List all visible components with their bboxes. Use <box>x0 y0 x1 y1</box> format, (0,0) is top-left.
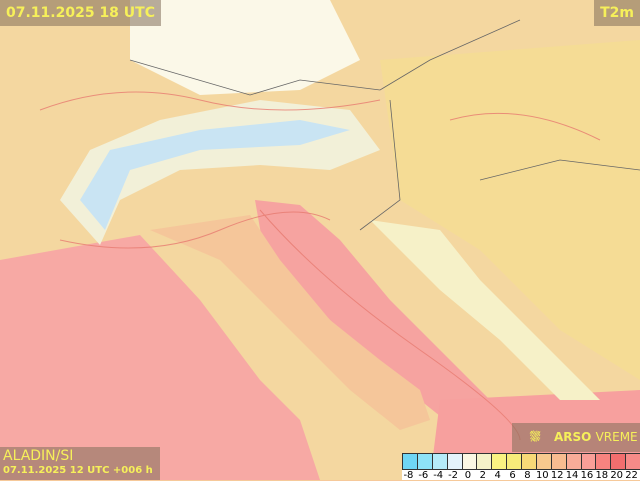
legend-label: -4 <box>433 470 444 481</box>
legend-label: 6 <box>509 470 516 481</box>
legend-swatch <box>565 454 581 469</box>
legend-swatches <box>402 453 640 470</box>
brand-light: VREME <box>595 430 638 444</box>
legend-label: 2 <box>479 470 486 481</box>
legend-swatch <box>625 454 640 469</box>
legend-label: 20 <box>610 470 624 481</box>
sea-area <box>0 235 320 480</box>
model-name: ALADIN/SI <box>3 448 74 464</box>
borders <box>129 19 640 231</box>
italy-land <box>150 215 430 430</box>
legend-swatch <box>595 454 611 469</box>
alps-coldest <box>80 120 350 230</box>
legend-swatch <box>446 454 462 469</box>
legend-label: -2 <box>448 470 459 481</box>
model-info: ALADIN/SI 07.11.2025 12 UTC +006 h <box>0 447 160 480</box>
legend-swatch <box>521 454 536 469</box>
legend-label: 14 <box>565 470 579 481</box>
legend-label: -8 <box>403 470 414 481</box>
legend-swatch <box>416 454 432 469</box>
legend-label: 22 <box>625 470 638 481</box>
arso-logo-icon: ⛆ <box>530 430 541 445</box>
arso-brand: ⛆ ARSO VREME <box>512 423 640 452</box>
legend-label: 10 <box>535 470 549 481</box>
legend-swatch <box>506 454 521 469</box>
legend-label: 8 <box>524 470 531 481</box>
parameter-label: T2m <box>594 0 640 26</box>
legend-swatch <box>535 454 551 469</box>
legend-label: 18 <box>595 470 609 481</box>
legend-swatch <box>402 454 417 469</box>
legend-label: 16 <box>580 470 594 481</box>
legend-swatch <box>610 454 626 469</box>
east-land <box>380 40 640 380</box>
legend-label: -6 <box>418 470 429 481</box>
legend-label: 4 <box>494 470 501 481</box>
color-legend: -8 -6 -4 -2 0 2 4 6 8 10 12 14 16 18 20 22 <box>402 453 640 481</box>
forecast-time-title: 07.11.2025 18 UTC <box>0 0 161 26</box>
brand-bold: ARSO <box>554 430 592 444</box>
legend-swatch <box>461 454 477 469</box>
legend-swatch <box>580 454 596 469</box>
legend-swatch <box>431 454 447 469</box>
legend-label: 12 <box>550 470 564 481</box>
contours <box>39 91 601 441</box>
legend-swatch <box>550 454 566 469</box>
legend-swatch <box>476 454 492 469</box>
north-plain <box>130 0 360 95</box>
balkan-highland <box>370 220 600 400</box>
model-run: 07.11.2025 12 UTC +006 h <box>3 465 153 476</box>
legend-labels: -8 -6 -4 -2 0 2 4 6 8 10 12 14 16 18 20 22 <box>402 470 640 481</box>
legend-label: 0 <box>464 470 472 481</box>
legend-swatch <box>491 454 507 469</box>
adriatic-sea <box>255 200 510 440</box>
